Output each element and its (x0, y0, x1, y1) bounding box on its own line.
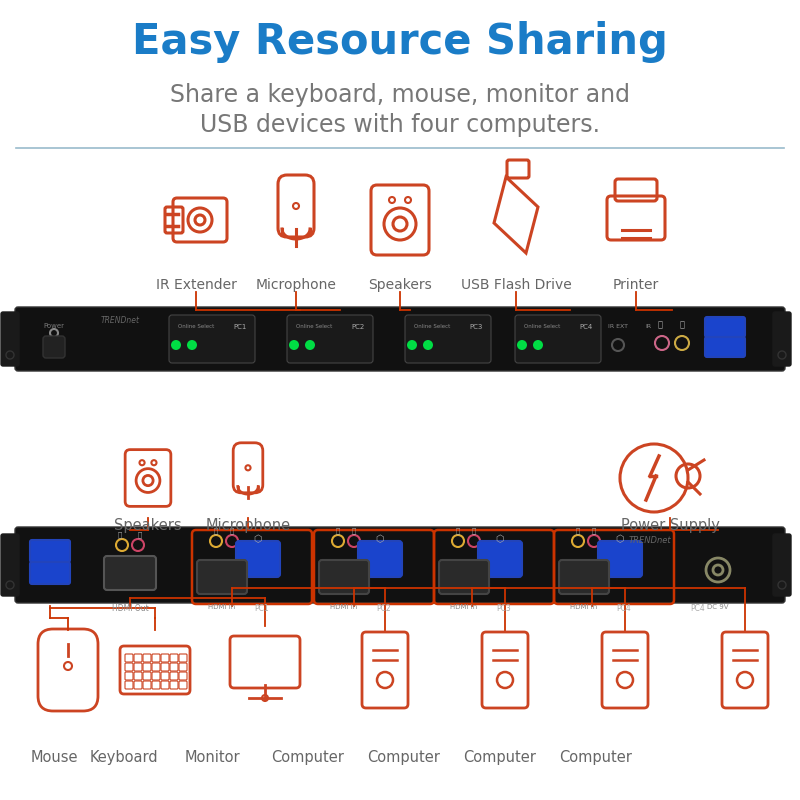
Circle shape (533, 340, 543, 350)
Text: Mouse: Mouse (30, 750, 78, 765)
FancyBboxPatch shape (1, 312, 19, 366)
Text: 🎤: 🎤 (230, 528, 234, 534)
FancyBboxPatch shape (478, 541, 522, 577)
Circle shape (517, 340, 527, 350)
Text: Computer: Computer (367, 750, 441, 765)
Text: Computer: Computer (559, 750, 633, 765)
FancyBboxPatch shape (43, 336, 65, 358)
Text: IR EXT: IR EXT (608, 325, 628, 330)
Text: 🎤: 🎤 (352, 528, 356, 534)
Circle shape (423, 340, 433, 350)
FancyBboxPatch shape (30, 540, 70, 562)
Text: PC1: PC1 (234, 324, 246, 330)
FancyBboxPatch shape (236, 541, 280, 577)
FancyBboxPatch shape (358, 541, 402, 577)
FancyBboxPatch shape (773, 312, 791, 366)
FancyBboxPatch shape (104, 556, 156, 590)
Text: 🔊: 🔊 (214, 528, 218, 534)
Text: ⬡: ⬡ (616, 534, 624, 544)
Circle shape (305, 340, 315, 350)
Text: PC4: PC4 (690, 604, 706, 613)
FancyBboxPatch shape (705, 337, 745, 357)
Text: ⬡: ⬡ (496, 534, 504, 544)
Text: HDMI In: HDMI In (330, 604, 358, 610)
Text: PC2: PC2 (377, 604, 391, 613)
Text: USB devices with four computers.: USB devices with four computers. (200, 113, 600, 137)
FancyBboxPatch shape (319, 560, 369, 594)
Circle shape (187, 340, 197, 350)
Text: IR: IR (645, 325, 651, 330)
FancyBboxPatch shape (439, 560, 489, 594)
Text: 🔊: 🔊 (679, 321, 685, 330)
Circle shape (407, 340, 417, 350)
Text: 🎤: 🎤 (472, 528, 476, 534)
Text: HDMI In: HDMI In (450, 604, 478, 610)
Text: PC4: PC4 (617, 604, 631, 613)
FancyBboxPatch shape (1, 534, 19, 596)
Text: IR Extender: IR Extender (155, 278, 237, 292)
Text: PC1: PC1 (254, 604, 270, 613)
Text: 🎤: 🎤 (592, 528, 596, 534)
Text: Speakers: Speakers (114, 518, 182, 533)
Text: 🎤: 🎤 (658, 321, 662, 330)
Text: 🎤: 🎤 (138, 532, 142, 538)
Text: Online Select: Online Select (296, 325, 332, 330)
FancyBboxPatch shape (559, 560, 609, 594)
FancyBboxPatch shape (30, 562, 70, 584)
Circle shape (289, 340, 299, 350)
Text: 🔊: 🔊 (336, 528, 340, 534)
FancyBboxPatch shape (773, 534, 791, 596)
Text: PC4: PC4 (579, 324, 593, 330)
Text: Microphone: Microphone (206, 518, 290, 533)
Text: Power Supply: Power Supply (621, 518, 719, 533)
FancyBboxPatch shape (515, 315, 601, 363)
FancyBboxPatch shape (405, 315, 491, 363)
Text: HDMI In: HDMI In (570, 604, 598, 610)
Text: PC3: PC3 (470, 324, 482, 330)
Text: Online Select: Online Select (178, 325, 214, 330)
FancyBboxPatch shape (169, 315, 255, 363)
Text: Power: Power (43, 323, 65, 329)
Text: ⬡: ⬡ (254, 534, 262, 544)
Text: 🔊: 🔊 (576, 528, 580, 534)
Text: Computer: Computer (271, 750, 345, 765)
Text: Speakers: Speakers (368, 278, 432, 292)
Text: TRENDnet: TRENDnet (101, 316, 139, 325)
Text: Keyboard: Keyboard (90, 750, 158, 765)
Text: 🔊: 🔊 (456, 528, 460, 534)
FancyBboxPatch shape (15, 307, 785, 371)
FancyBboxPatch shape (705, 317, 745, 337)
Text: Monitor: Monitor (184, 750, 240, 765)
Text: Share a keyboard, mouse, monitor and: Share a keyboard, mouse, monitor and (170, 83, 630, 107)
FancyBboxPatch shape (598, 541, 642, 577)
FancyBboxPatch shape (15, 527, 785, 603)
Text: TRENDnet: TRENDnet (629, 536, 671, 545)
Text: 🔊: 🔊 (118, 532, 122, 538)
Text: Printer: Printer (613, 278, 659, 292)
Text: PC3: PC3 (497, 604, 511, 613)
Text: HDMI Out: HDMI Out (112, 604, 148, 613)
Circle shape (171, 340, 181, 350)
Text: ⬡: ⬡ (376, 534, 384, 544)
Text: Computer: Computer (463, 750, 537, 765)
Text: Microphone: Microphone (255, 278, 337, 292)
FancyBboxPatch shape (287, 315, 373, 363)
Text: Online Select: Online Select (414, 325, 450, 330)
FancyBboxPatch shape (197, 560, 247, 594)
Text: Online Select: Online Select (524, 325, 560, 330)
Text: Easy Resource Sharing: Easy Resource Sharing (132, 21, 668, 63)
Text: USB Flash Drive: USB Flash Drive (461, 278, 571, 292)
Text: HDMI In: HDMI In (208, 604, 236, 610)
Text: PC2: PC2 (351, 324, 365, 330)
Text: DC 9V: DC 9V (707, 604, 729, 610)
